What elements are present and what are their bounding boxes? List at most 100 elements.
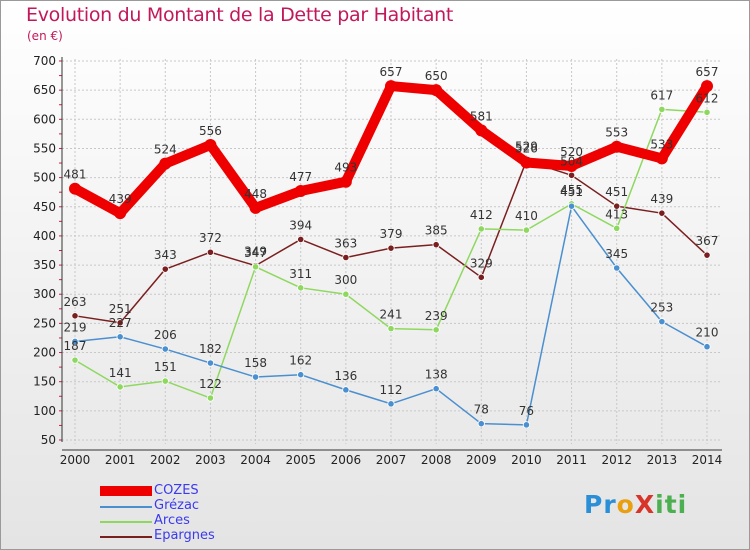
data-point-arces[interactable]	[613, 224, 621, 232]
data-label-epargnes: 372	[199, 231, 222, 245]
data-label-epargnes: 379	[380, 227, 403, 241]
data-point-epargnes[interactable]	[387, 244, 395, 252]
data-label-cozes: 477	[289, 170, 312, 184]
data-label-arces: 187	[64, 339, 87, 353]
data-point-grezac[interactable]	[432, 385, 440, 393]
data-point-arces[interactable]	[71, 356, 79, 364]
data-point-arces[interactable]	[206, 394, 215, 402]
x-tick-label: 2007	[376, 453, 407, 467]
data-point-cozes[interactable]	[249, 201, 262, 214]
data-point-cozes[interactable]	[655, 152, 668, 165]
data-point-grezac[interactable]	[161, 345, 169, 353]
data-point-grezac[interactable]	[116, 333, 124, 341]
y-tick-label: 500	[33, 171, 56, 185]
data-point-grezac[interactable]	[613, 264, 621, 272]
data-label-cozes: 481	[64, 168, 87, 182]
data-label-epargnes: 451	[605, 185, 628, 199]
data-point-arces[interactable]	[477, 225, 485, 233]
data-point-cozes[interactable]	[565, 159, 578, 172]
data-point-grezac[interactable]	[477, 420, 485, 428]
data-point-epargnes[interactable]	[206, 248, 215, 256]
data-label-arces: 617	[650, 88, 673, 102]
data-point-cozes[interactable]	[520, 156, 533, 169]
y-tick-label: 200	[33, 346, 56, 360]
data-point-epargnes[interactable]	[161, 265, 169, 273]
data-label-cozes: 553	[605, 126, 628, 140]
data-point-arces[interactable]	[522, 226, 531, 234]
data-point-arces[interactable]	[161, 377, 169, 385]
legend-swatch-grezac	[100, 506, 152, 508]
data-point-cozes[interactable]	[69, 182, 81, 195]
chart-title: Evolution du Montant de la Dette par Hab…	[26, 4, 454, 26]
y-tick-label: 650	[33, 83, 56, 97]
y-tick-label: 700	[33, 54, 56, 68]
x-tick-label: 2001	[105, 453, 136, 467]
data-point-arces[interactable]	[251, 263, 260, 271]
data-label-arces: 413	[605, 207, 628, 221]
data-point-epargnes[interactable]	[71, 312, 79, 320]
data-label-cozes: 520	[560, 145, 583, 159]
data-point-cozes[interactable]	[204, 138, 217, 151]
data-point-grezac[interactable]	[251, 373, 260, 381]
data-point-arces[interactable]	[387, 325, 395, 333]
data-point-cozes[interactable]	[430, 84, 443, 97]
data-point-epargnes[interactable]	[342, 253, 350, 262]
x-tick-label: 2004	[240, 453, 271, 467]
data-label-arces: 300	[334, 273, 357, 287]
data-label-grezac: 451	[560, 185, 583, 199]
x-tick-label: 2014	[692, 453, 723, 467]
data-label-arces: 410	[515, 209, 538, 223]
data-point-cozes[interactable]	[610, 140, 623, 153]
data-point-cozes[interactable]	[385, 80, 397, 93]
data-point-arces[interactable]	[297, 284, 305, 292]
axes: 50 100 150 200 250 300 350 400 450 500 550 600 650 70…	[33, 54, 722, 467]
data-point-epargnes[interactable]	[703, 251, 711, 259]
data-label-epargnes: 263	[64, 295, 87, 309]
data-label-arces: 239	[425, 309, 448, 323]
data-point-grezac[interactable]	[522, 421, 531, 429]
data-label-grezac: 136	[334, 369, 357, 383]
data-label-cozes: 657	[380, 65, 403, 79]
data-point-grezac[interactable]	[71, 337, 79, 346]
data-point-grezac[interactable]	[387, 400, 395, 408]
data-label-arces: 151	[154, 360, 177, 374]
data-label-epargnes: 329	[470, 256, 493, 270]
x-tick-label: 2003	[195, 453, 226, 467]
data-point-arces[interactable]	[658, 105, 666, 113]
data-point-cozes[interactable]	[701, 80, 713, 93]
data-label-arces: 347	[244, 246, 267, 260]
y-tick-label: 400	[33, 229, 56, 243]
data-point-cozes[interactable]	[294, 185, 307, 198]
x-tick-label: 2008	[421, 453, 452, 467]
data-point-arces[interactable]	[432, 326, 440, 334]
data-point-epargnes[interactable]	[116, 319, 124, 327]
data-point-cozes[interactable]	[114, 207, 127, 220]
data-point-grezac[interactable]	[658, 318, 666, 326]
data-label-cozes: 533	[650, 137, 673, 151]
data-label-grezac: 345	[605, 247, 628, 261]
data-point-grezac[interactable]	[567, 202, 576, 210]
data-label-cozes: 556	[199, 124, 222, 138]
data-point-arces[interactable]	[703, 108, 711, 116]
data-point-arces[interactable]	[116, 383, 124, 391]
y-tick-label: 50	[41, 433, 56, 447]
data-point-epargnes[interactable]	[613, 202, 621, 210]
data-point-epargnes[interactable]	[432, 241, 440, 249]
data-label-epargnes: 367	[696, 234, 719, 248]
data-point-grezac[interactable]	[342, 386, 350, 394]
y-tick-label: 450	[33, 200, 56, 214]
data-point-grezac[interactable]	[297, 371, 305, 379]
data-point-grezac[interactable]	[703, 343, 711, 351]
data-point-cozes[interactable]	[159, 157, 172, 170]
data-point-cozes[interactable]	[339, 175, 352, 188]
data-point-epargnes[interactable]	[477, 273, 485, 281]
data-label-grezac: 76	[519, 404, 534, 418]
data-point-epargnes[interactable]	[297, 235, 305, 244]
data-point-grezac[interactable]	[206, 359, 215, 367]
data-point-epargnes[interactable]	[658, 209, 666, 217]
data-point-epargnes[interactable]	[567, 171, 576, 179]
y-tick-label: 150	[33, 375, 56, 389]
data-point-arces[interactable]	[342, 290, 350, 298]
data-point-cozes[interactable]	[475, 124, 488, 137]
